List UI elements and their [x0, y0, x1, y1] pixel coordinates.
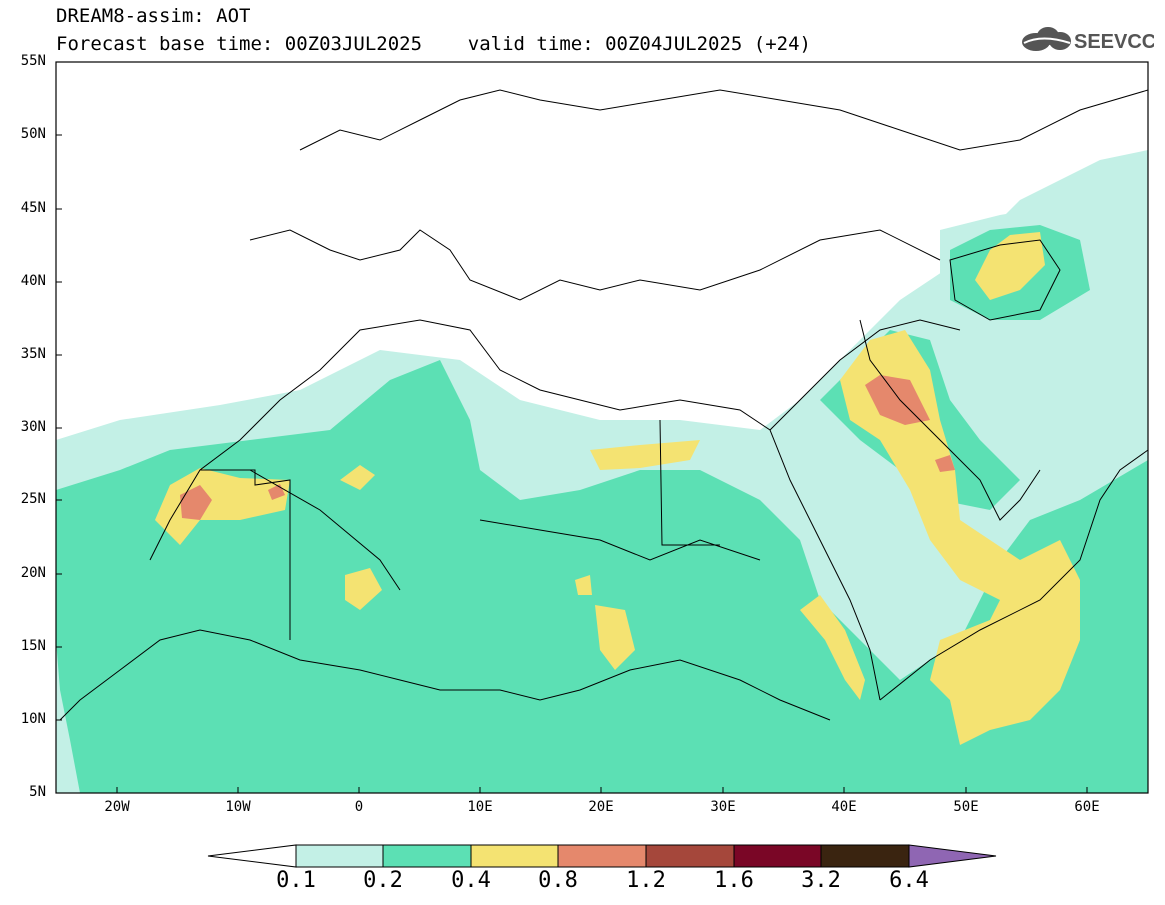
aot-band-0.8 [180, 375, 955, 520]
lat-label: 25N [20, 491, 46, 507]
colorbar-label: 0.4 [451, 868, 491, 893]
seevccc-logo: SEEVCCC [1022, 27, 1154, 53]
lon-label: 50E [953, 799, 979, 815]
aot-field [56, 89, 1148, 793]
lat-label: 30N [20, 419, 46, 435]
lon-label: 20E [588, 799, 614, 815]
lon-label: 0 [354, 799, 364, 815]
forecast-time-line: Forecast base time: 00Z03JUL2025 valid t… [56, 33, 811, 55]
lon-label: 60E [1074, 799, 1100, 815]
colorbar-label: 1.6 [714, 868, 754, 893]
aot-band-0.4 [155, 232, 1080, 745]
colorbar-label: 0.2 [363, 868, 403, 893]
lat-label: 55N [20, 53, 46, 69]
lat-label: 40N [20, 273, 46, 289]
colorbar-label: 0.1 [276, 868, 316, 893]
lat-label: 50N [20, 126, 46, 142]
lat-label: 5N [29, 784, 46, 800]
lat-label: 15N [20, 638, 46, 654]
lat-label: 45N [20, 200, 46, 216]
map-title: DREAM8-assim: AOT [56, 5, 251, 27]
lon-label: 40E [831, 799, 857, 815]
axis-ticks [56, 61, 1088, 793]
lon-label: 10E [467, 799, 493, 815]
coastlines [59, 89, 1148, 721]
lon-label: 20W [104, 799, 130, 815]
lon-label: 30E [710, 799, 736, 815]
cloud-logo-icon [1022, 27, 1071, 51]
colorbar-label: 0.8 [538, 868, 578, 893]
colorbar-label: 6.4 [889, 868, 929, 893]
lat-label: 35N [20, 346, 46, 362]
colorbar-label: 3.2 [801, 868, 841, 893]
logo-text: SEEVCCC [1074, 31, 1154, 53]
lon-label: 10W [225, 799, 251, 815]
lat-label: 20N [20, 565, 46, 581]
colorbar-label: 1.2 [626, 868, 666, 893]
lat-label: 10N [20, 711, 46, 727]
